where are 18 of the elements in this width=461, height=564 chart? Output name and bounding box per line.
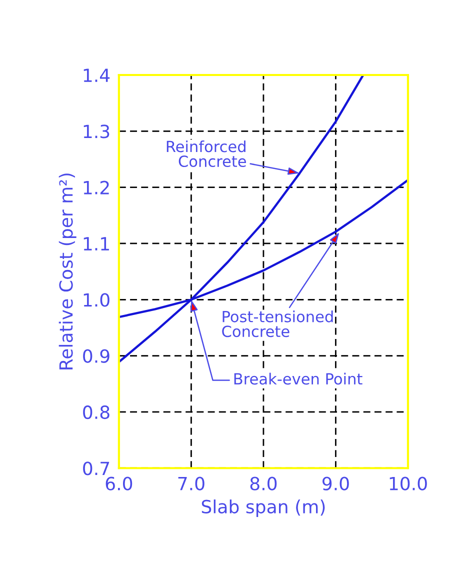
y-tick-label: 1.4 <box>84 68 110 82</box>
y-tick-label: 1.2 <box>84 180 109 194</box>
annotation: Break-even Point <box>234 372 362 385</box>
x-tick-label: 8.0 <box>250 476 277 490</box>
y-tick-label: 0.7 <box>83 462 110 476</box>
annotation: Post-tensioned Concrete <box>222 310 333 338</box>
x-tick-label: 6.0 <box>106 476 132 490</box>
y-tick-label: 1.1 <box>84 237 109 250</box>
x-axis-title: Slab span (m) <box>202 499 325 517</box>
x-tick-label: 9.0 <box>322 476 349 490</box>
y-axis-title: Relative Cost (per m²) <box>58 174 76 370</box>
x-tick-label: 10.0 <box>390 476 427 490</box>
y-tick-label: 0.9 <box>83 349 110 363</box>
y-tick-label: 0.8 <box>83 405 110 420</box>
annotation: Reinforced Concrete <box>166 140 246 168</box>
x-tick-label: 7.0 <box>178 476 204 490</box>
y-tick-label: 1.3 <box>84 124 110 138</box>
y-tick-label: 1.0 <box>84 293 110 307</box>
